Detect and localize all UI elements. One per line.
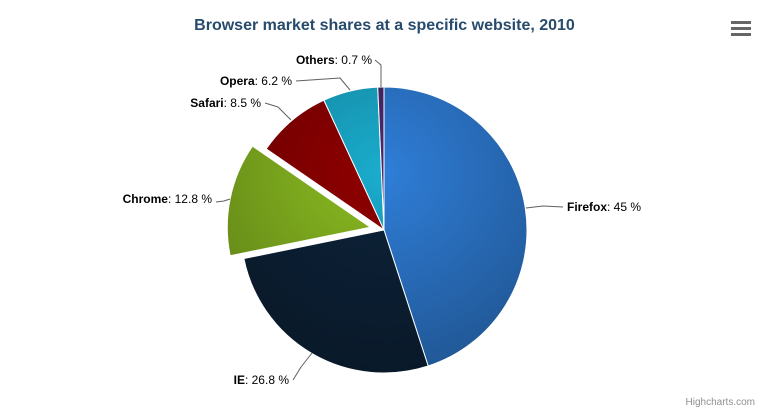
data-label-opera: Opera: 6.2 % xyxy=(220,74,292,88)
pie-slices-group xyxy=(226,86,528,374)
pie-slice-firefox[interactable] xyxy=(383,86,528,367)
data-label-ie: IE: 26.8 % xyxy=(234,373,290,387)
data-label-chrome: Chrome: 12.8 % xyxy=(123,192,213,206)
label-connector-chrome xyxy=(215,198,231,203)
pie-slice-chrome[interactable] xyxy=(226,145,371,257)
hamburger-icon xyxy=(731,27,751,30)
data-label-firefox: Firefox: 45 % xyxy=(567,200,641,214)
label-connectors-group xyxy=(215,59,564,381)
data-label-safari: Safari: 8.5 % xyxy=(190,96,261,110)
data-label-others: Others: 0.7 % xyxy=(296,53,372,67)
pie-slice-others[interactable] xyxy=(377,86,385,231)
highcharts-credit-link[interactable]: Highcharts.com xyxy=(685,397,755,408)
hamburger-icon xyxy=(731,21,751,24)
chart-title: Browser market shares at a specific webs… xyxy=(194,17,575,34)
data-labels-group: Firefox: 45 % IE: 26.8 % Chrome: 12.8 % Saf… xyxy=(123,53,642,387)
label-connector-opera xyxy=(295,77,351,91)
label-connector-firefox xyxy=(525,205,564,209)
hamburger-icon xyxy=(731,33,751,36)
label-connector-others xyxy=(374,59,382,87)
export-menu-button[interactable] xyxy=(731,21,751,36)
label-connector-safari xyxy=(264,102,292,121)
label-connector-ie xyxy=(292,352,313,381)
